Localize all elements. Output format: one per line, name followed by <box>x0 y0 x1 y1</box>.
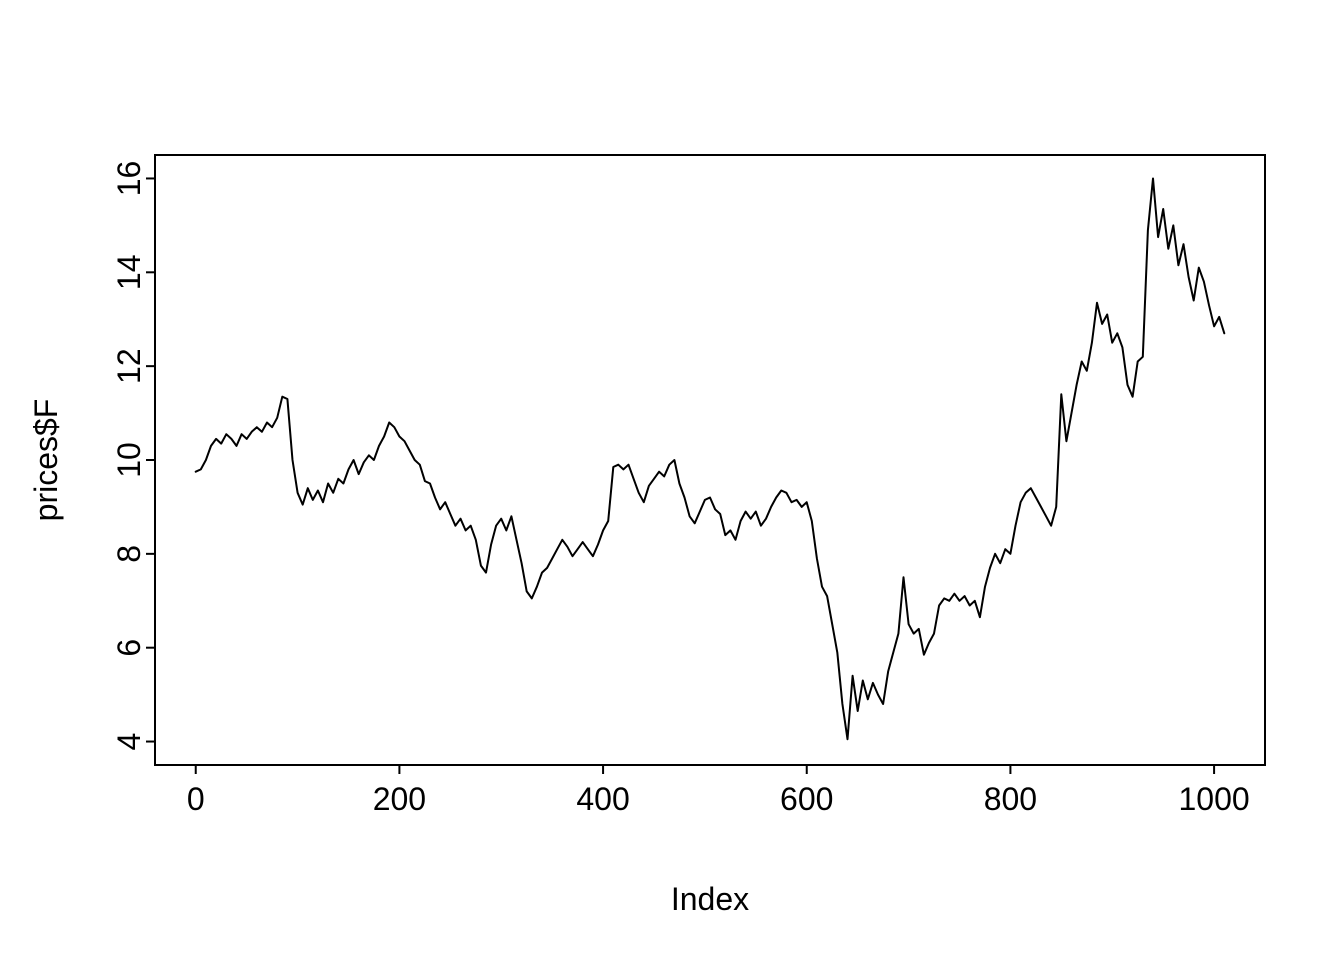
x-tick-label: 800 <box>984 781 1037 817</box>
x-axis-ticks: 0 200 400 600 800 1000 <box>187 765 1250 817</box>
y-tick-label: 14 <box>111 255 147 291</box>
y-tick-label: 8 <box>111 545 147 563</box>
x-tick-label: 200 <box>373 781 426 817</box>
x-tick-label: 0 <box>187 781 205 817</box>
y-tick-label: 6 <box>111 639 147 657</box>
y-tick-label: 12 <box>111 348 147 384</box>
y-tick-label: 4 <box>111 733 147 751</box>
x-axis-title: Index <box>671 881 749 917</box>
x-tick-label: 1000 <box>1178 781 1249 817</box>
plot-box <box>154 154 1266 766</box>
price-series-line <box>194 177 1226 741</box>
y-axis-title: prices$F <box>28 399 64 522</box>
y-axis-ticks: 4 6 8 10 12 14 16 <box>111 161 155 751</box>
y-tick-label: 16 <box>111 161 147 197</box>
y-tick-label: 10 <box>111 442 147 478</box>
x-tick-label: 600 <box>780 781 833 817</box>
x-tick-label: 400 <box>576 781 629 817</box>
